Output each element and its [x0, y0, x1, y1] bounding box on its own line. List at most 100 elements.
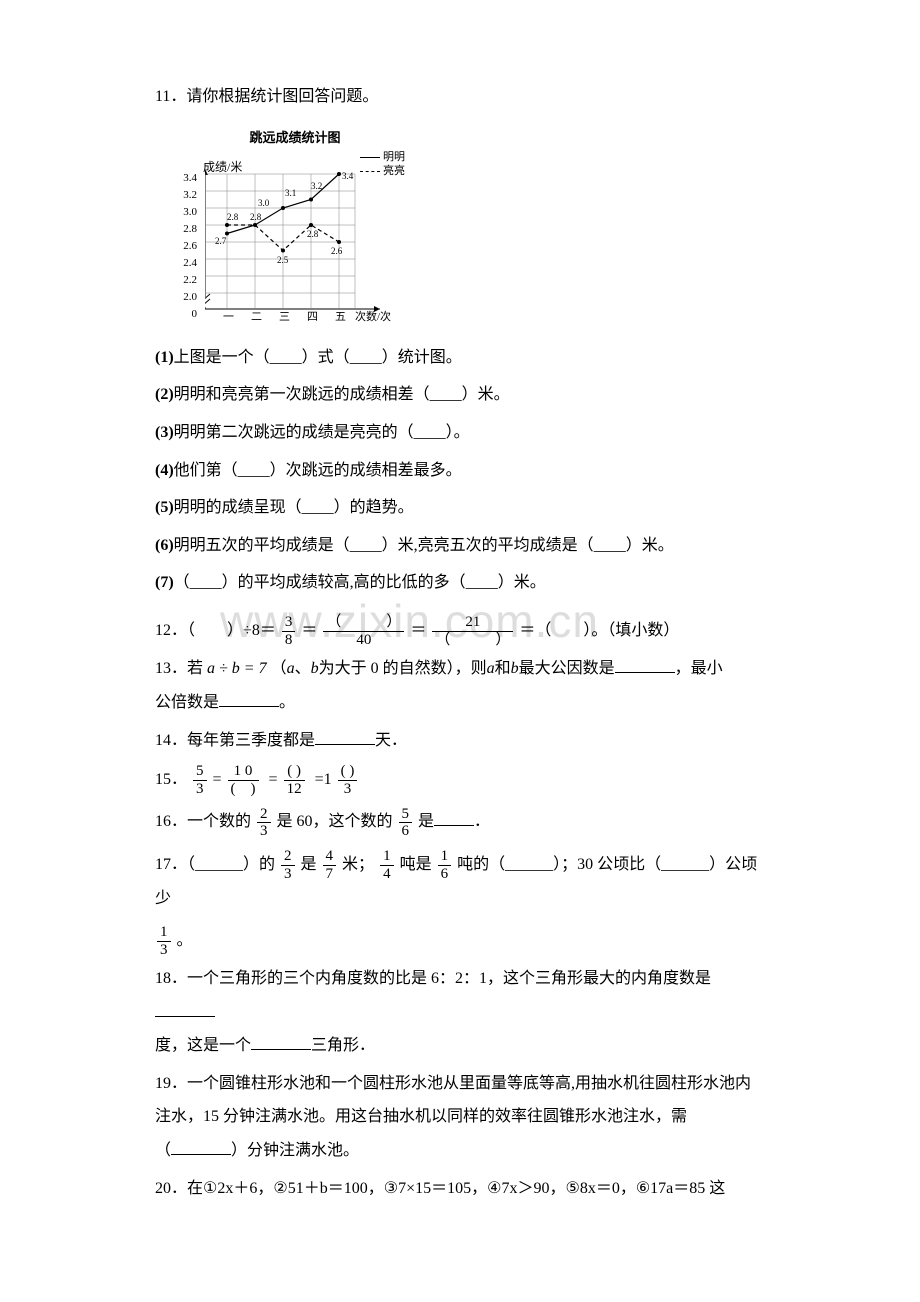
q20-item3: ③7×15＝105， [384, 1172, 487, 1206]
blank [615, 656, 675, 673]
q17-d: 吨是 [400, 856, 432, 873]
q12-frac3: 21（ ） [432, 614, 513, 648]
q17-frac5: 13 [157, 924, 171, 958]
q20-item1: ①2x＋6， [203, 1172, 273, 1206]
q17-f: ）；30 公顷比（ [553, 856, 661, 873]
q13-var-a: a [287, 660, 295, 677]
blank: ____ [350, 537, 382, 554]
q13-formula: a ÷ b = 7 [207, 660, 267, 677]
blank: ____ [594, 537, 626, 554]
q11-title: 11．请你根据统计图回答问题。 [155, 88, 378, 105]
q11-sub1-a: 上图是一个（ [174, 349, 270, 366]
q17-frac4: 16 [438, 848, 452, 882]
q13-var-a2: a [487, 660, 495, 677]
label-m1: 2.7 [215, 236, 227, 246]
q12-frac2: （ ）40 [323, 614, 404, 648]
question-17: 17．（______）的 23 是 47 米； 14 吨是 16 吨的（____… [155, 848, 770, 958]
q15-mixed: =1 [315, 771, 332, 788]
legend-line-solid [360, 157, 380, 159]
blank: ____ [302, 499, 334, 516]
q11-sub7-prefix: (7) [155, 574, 174, 591]
q11-sub5-prefix: (5) [155, 499, 174, 516]
q11-sub5-b: ）的趋势。 [334, 499, 414, 516]
q15-frac1-den: 3 [193, 781, 207, 798]
q11-sub6-c: ）米。 [626, 537, 674, 554]
q16-frac1-num: 2 [257, 806, 271, 824]
blank: ______ [661, 856, 709, 873]
blank: ____ [414, 424, 446, 441]
q11-sub6-prefix: (6) [155, 537, 174, 554]
q12-a: ）÷8＝ [227, 622, 276, 639]
label-m4: 3.1 [285, 188, 296, 198]
q12-frac1-num: 3 [282, 614, 296, 632]
q11-sub1-prefix: (1) [155, 349, 174, 366]
q15-prefix: 15． [155, 771, 187, 788]
q12-frac2-den: 40 [323, 632, 404, 649]
blank [171, 1138, 231, 1155]
q20-item4: ④7x＞90， [487, 1172, 565, 1206]
q15-frac4: ( )3 [338, 763, 358, 797]
q12-frac2-num: （ ） [323, 614, 404, 632]
blank: ____ [238, 462, 270, 479]
q14-b: 天． [375, 732, 407, 749]
q16-c: 是 [418, 813, 434, 830]
label-l5: 2.6 [331, 246, 343, 256]
q11-sub4-b: ）次跳远的成绩相差最多。 [270, 462, 462, 479]
q18-c: 三角形． [311, 1037, 375, 1054]
q17-frac4-den: 6 [438, 866, 452, 883]
label-l3: 2.5 [277, 255, 289, 265]
chart-svg: 2.7 2.8 2.8 3.0 3.1 2.5 3.2 2.8 3.4 2.6 [205, 169, 385, 319]
blank: ____ [350, 349, 382, 366]
q11-sub7: (7)（____）的平均成绩较高,高的比低的多（____）米。 [155, 566, 770, 600]
question-11: 11．请你根据统计图回答问题。 [155, 80, 770, 114]
q17-frac1-den: 3 [281, 866, 295, 883]
q13-c: 为大于 0 的自然数），则 [319, 660, 487, 677]
q17-a: ）的 [243, 856, 275, 873]
q20-item6: ⑥17a＝85 这 [636, 1172, 725, 1206]
q11-sub5-a: 明明的成绩呈现（ [174, 499, 302, 516]
q17-prefix: 17．（ [155, 856, 195, 873]
blank: ____ [270, 349, 302, 366]
q11-sub4-prefix: (4) [155, 462, 174, 479]
label-m3: 3.0 [258, 198, 270, 208]
blank [434, 809, 474, 826]
q15-frac2: 1 0( ) [228, 763, 259, 797]
q15-frac4-num: ( ) [338, 763, 358, 781]
q16-frac1: 23 [257, 806, 271, 840]
q12-prefix: 12．（ [155, 622, 195, 639]
blank: ____ [190, 574, 222, 591]
q11-sub4: (4)他们第（____）次跳远的成绩相差最多。 [155, 454, 770, 488]
q18-b: 度，这是一个 [155, 1037, 251, 1054]
q19-d: ）分钟注满水池。 [231, 1142, 359, 1159]
q11-sub3-b: ）。 [446, 424, 470, 441]
q12-frac3-num: 21 [432, 614, 513, 632]
q13-var-b: b [311, 660, 319, 677]
q15-frac3: ( )12 [284, 763, 305, 797]
question-12: 12．（ ）÷8＝ 38 ＝ （ ）40 ＝ 21（ ） ＝（ ）。（填小数） [155, 614, 770, 648]
q17-frac1-num: 2 [281, 848, 295, 866]
q19-a: 19．一个圆锥柱形水池和一个圆柱形水池从里面量等底等高,用抽水机往圆柱形水池内 [155, 1067, 770, 1101]
q16-a: 16．一个数的 [155, 813, 251, 830]
q13-e: 最大公因数是 [519, 660, 615, 677]
q11-sub1-c: ）统计图。 [382, 349, 462, 366]
q11-sub7-c: ）米。 [498, 574, 546, 591]
q15-frac1: 53 [193, 763, 207, 797]
q17-frac5-num: 1 [157, 924, 171, 942]
q13-g: 公倍数是 [155, 694, 219, 711]
label-m6: 3.4 [342, 171, 354, 181]
q17-c: 米； [342, 856, 374, 873]
q17-frac2: 47 [323, 848, 337, 882]
q17-frac3-num: 1 [380, 848, 394, 866]
q16-frac2-den: 6 [399, 823, 413, 840]
question-20: 20．在①2x＋6，②51＋b＝100，③7×15＝105，④7x＞90，⑤8x… [155, 1172, 770, 1206]
q14-a: 14．每年第三季度都是 [155, 732, 315, 749]
label-l1: 2.8 [227, 212, 239, 222]
q13-a: （ [271, 660, 287, 677]
q12-frac3-den: （ ） [432, 632, 513, 649]
q11-sub1: (1)上图是一个（____）式（____）统计图。 [155, 341, 770, 375]
ytick-8: 0 [167, 303, 197, 326]
q15-frac3-num: ( ) [284, 763, 305, 781]
q11-sub6-b: ）米,亮亮五次的平均成绩是（ [382, 537, 594, 554]
chart-title: 跳远成绩统计图 [205, 124, 385, 151]
question-14: 14．每年第三季度都是 天． [155, 724, 770, 758]
